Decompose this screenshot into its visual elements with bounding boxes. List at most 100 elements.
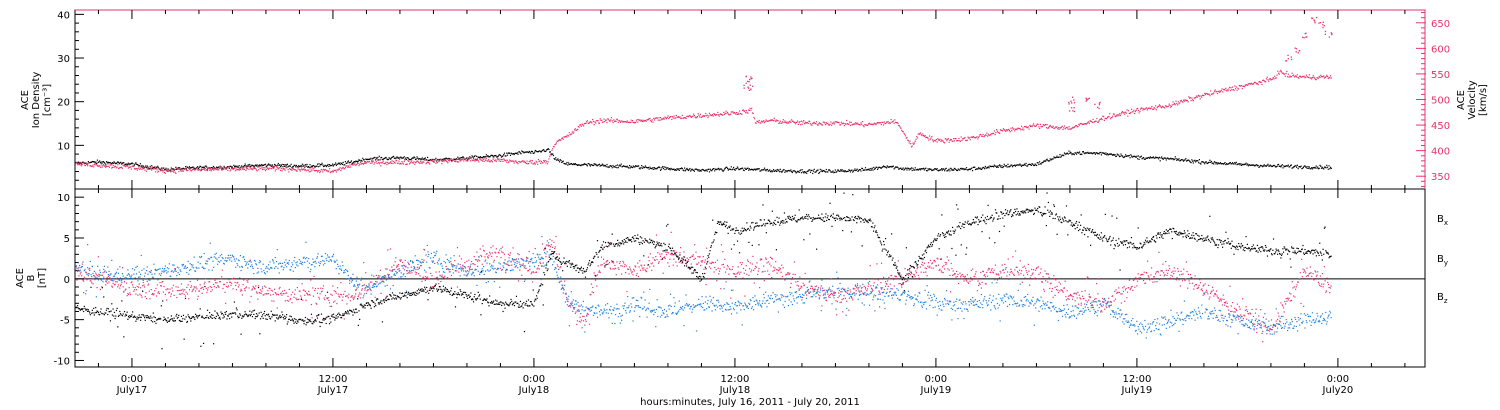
top-point <box>533 152 535 155</box>
top-point <box>120 161 122 163</box>
top-point <box>693 113 695 115</box>
top-point <box>701 116 703 118</box>
top-point <box>793 121 795 123</box>
top-point <box>647 118 650 121</box>
bottom-point <box>173 294 175 296</box>
top-point <box>1040 125 1042 128</box>
top-point <box>396 162 399 164</box>
top-point <box>950 168 953 170</box>
bottom-point <box>105 281 108 283</box>
top-point <box>170 170 172 172</box>
top-point <box>610 119 612 121</box>
bottom-point <box>528 250 530 253</box>
top-point <box>1123 156 1125 159</box>
top-point <box>416 160 418 162</box>
bottom-point <box>671 253 674 255</box>
top-point <box>87 161 90 163</box>
top-point <box>1234 85 1236 87</box>
top-point <box>995 165 997 167</box>
top-point <box>1265 165 1268 167</box>
top-point <box>403 160 405 162</box>
top-point <box>510 152 512 154</box>
top-point <box>546 149 548 151</box>
top-point <box>1029 164 1032 166</box>
top-point <box>779 120 781 122</box>
top-point <box>795 122 797 124</box>
top-point <box>797 120 799 122</box>
top-point <box>363 162 365 164</box>
bottom-point <box>506 269 508 271</box>
top-point <box>991 165 993 167</box>
top-point <box>635 121 637 124</box>
bottom-point <box>678 261 680 263</box>
bottom-point <box>702 255 704 258</box>
top-point <box>315 165 317 167</box>
top-point <box>1008 129 1011 132</box>
top-point <box>712 167 714 170</box>
top-point <box>505 155 507 157</box>
top-point <box>655 117 657 119</box>
top-point <box>498 160 500 162</box>
top-point <box>1198 95 1200 97</box>
top-point <box>977 138 979 140</box>
bottom-point <box>617 267 619 269</box>
bottom-point <box>866 293 869 295</box>
bottom-point <box>661 257 664 260</box>
top-point <box>1037 162 1039 164</box>
bottom-point <box>808 281 810 283</box>
top-point <box>1291 167 1293 169</box>
top-point <box>858 169 860 172</box>
top-point <box>955 137 957 140</box>
top-point <box>971 170 974 172</box>
top-point <box>937 138 939 140</box>
top-point <box>1163 157 1165 159</box>
top-point <box>285 165 287 167</box>
bottom-point <box>116 281 118 283</box>
top-point <box>1095 152 1097 154</box>
top-point <box>898 125 901 127</box>
top-point <box>567 134 569 136</box>
top-point <box>1261 165 1263 167</box>
bottom-point <box>466 260 468 262</box>
bottom-point <box>601 264 603 266</box>
top-point <box>417 157 419 159</box>
top-point <box>451 160 454 162</box>
top-point <box>339 167 341 169</box>
top-point <box>1270 165 1272 167</box>
bottom-point <box>734 275 737 278</box>
top-point <box>827 122 829 124</box>
top-point <box>441 163 443 165</box>
bottom-point <box>533 272 535 274</box>
top-point <box>1136 108 1138 110</box>
top-point <box>269 167 271 170</box>
bottom-point <box>770 265 772 267</box>
top-point <box>829 123 831 125</box>
top-point <box>395 160 397 162</box>
top-point <box>852 123 854 126</box>
bottom-point <box>120 283 122 285</box>
bottom-point <box>297 298 299 300</box>
top-point <box>301 167 303 169</box>
bottom-point <box>221 269 223 271</box>
top-point <box>1324 76 1326 78</box>
bottom-point <box>598 271 600 273</box>
top-point <box>584 163 586 165</box>
top-point <box>461 159 463 161</box>
top-point <box>1132 156 1134 158</box>
bottom-point <box>444 275 446 277</box>
top-point <box>150 167 152 169</box>
top-point <box>711 169 714 171</box>
bottom-point <box>81 275 83 277</box>
top-point <box>1195 160 1197 162</box>
top-point <box>650 167 653 170</box>
top-point <box>162 171 164 173</box>
top-point <box>1081 123 1083 125</box>
top-point <box>934 140 937 142</box>
top-point <box>705 112 707 115</box>
top-point <box>720 168 723 170</box>
top-point <box>1246 164 1248 166</box>
bottom-point <box>156 295 158 297</box>
top-point <box>1094 152 1096 154</box>
bottom-point <box>210 290 212 293</box>
top-point <box>234 167 236 169</box>
